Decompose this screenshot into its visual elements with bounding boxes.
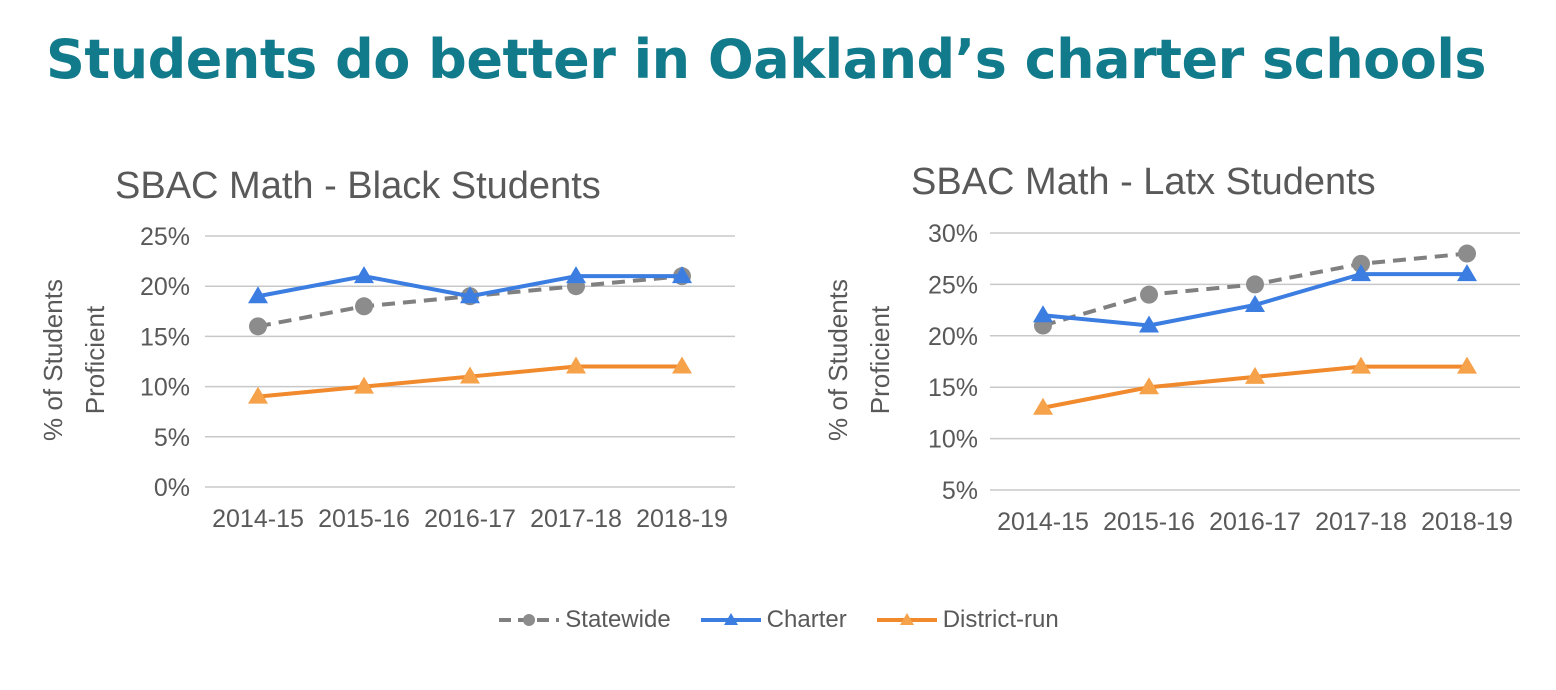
data-point-district-run [1139,377,1159,395]
data-point-charter [248,286,268,304]
data-point-district-run [672,356,692,374]
data-point-statewide [1352,254,1370,273]
chart-latx-students: SBAC Math - Latx Students 5% 10% 15% 20% 25% 3… [823,161,1520,536]
chart-black-students: SBAC Math - Black Students 0% 5% 10% 15% 20% 2… [38,165,735,533]
y-tick-label: 0% [154,474,190,502]
y-axis-label: % of Students [38,279,68,441]
x-tick-label: 2018-19 [1421,508,1513,536]
x-tick-label: 2017-18 [530,505,622,533]
chart-title: SBAC Math - Latx Students [911,161,1376,203]
data-point-charter [1245,294,1265,312]
x-tick-label: 2018-19 [636,505,728,533]
data-point-district-run [460,366,480,384]
y-tick-label: 5% [154,424,190,452]
y-tick-label: 10% [140,374,190,402]
x-tick-label: 2014-15 [997,508,1089,536]
data-point-district-run [1351,356,1371,374]
data-point-statewide [1458,244,1476,263]
y-tick-label: 20% [140,273,190,301]
y-axis-label: % of Students [823,279,853,441]
y-tick-label: 15% [140,323,190,351]
data-point-charter [566,266,586,284]
chart-title: SBAC Math - Black Students [115,165,601,207]
data-point-district-run [1457,356,1477,374]
y-axis-label: Proficient [80,305,110,414]
data-point-district-run [1033,397,1053,415]
page-title: Students do better in Oakland’s charter … [46,28,1486,91]
x-tick-label: 2015-16 [1103,508,1195,536]
data-point-charter [672,266,692,284]
y-tick-label: 25% [928,271,978,299]
data-point-charter [1351,264,1371,282]
y-tick-label: 25% [140,223,190,251]
data-point-statewide [1246,275,1264,294]
x-tick-label: 2015-16 [318,505,410,533]
data-point-district-run [248,386,268,404]
data-point-charter [460,286,480,304]
data-point-district-run [354,376,374,394]
y-tick-label: 15% [928,374,978,402]
y-tick-label: 30% [928,220,978,248]
data-point-statewide [249,317,267,336]
legend-label-district-run: District-run [942,606,1059,633]
x-tick-label: 2016-17 [424,505,516,533]
data-point-charter [1033,305,1053,323]
data-point-district-run [1245,366,1265,384]
data-point-charter [1457,264,1477,282]
legend-item-statewide: Statewide [497,606,671,634]
legend-label-charter: Charter [766,606,847,633]
y-axis-label: Proficient [865,305,895,414]
y-tick-label: 20% [928,323,978,351]
legend: Statewide Charter District-run [0,606,1556,634]
legend-swatch-statewide [499,614,560,626]
legend-swatch-charter [700,613,761,625]
legend-label-statewide: Statewide [565,606,671,633]
legend-item-charter: Charter [699,606,847,634]
data-point-charter [354,266,374,284]
x-tick-label: 2016-17 [1209,508,1301,536]
data-point-district-run [566,356,586,374]
data-point-statewide [355,297,373,316]
legend-item-district-run: District-run [875,606,1059,634]
y-tick-label: 10% [928,426,978,454]
data-point-statewide [1140,285,1158,304]
y-tick-label: 5% [942,477,978,505]
x-tick-label: 2017-18 [1315,508,1407,536]
x-tick-label: 2014-15 [212,505,304,533]
legend-swatch-district-run [876,613,937,625]
data-point-charter [1139,315,1159,333]
